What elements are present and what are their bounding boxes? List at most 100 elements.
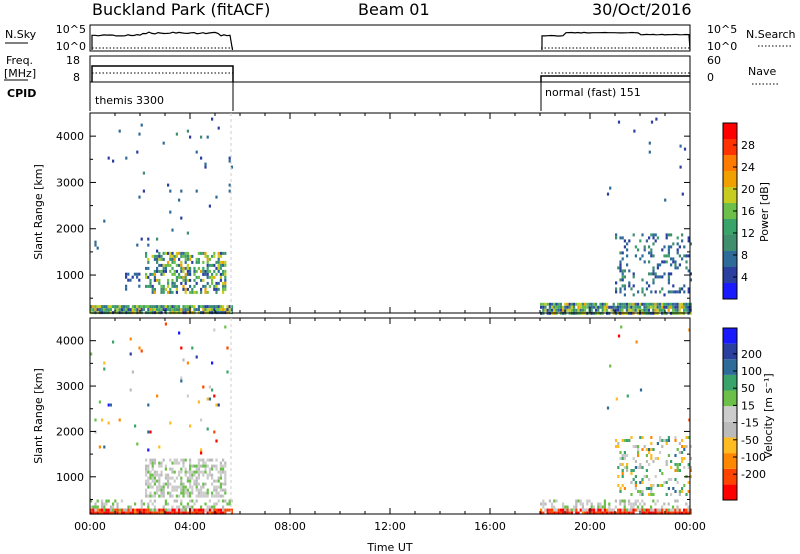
range-cell (555, 511, 558, 515)
range-cell (175, 505, 178, 509)
range-cell (579, 502, 582, 506)
range-cell (623, 508, 626, 512)
range-cell (603, 308, 606, 312)
range-cell (147, 243, 150, 247)
range-cell (601, 508, 604, 512)
range-cell (674, 454, 677, 457)
range-cell (149, 281, 152, 285)
range-cell (189, 269, 192, 273)
range-cell (195, 508, 198, 512)
range-cell (663, 481, 666, 484)
range-cell (94, 308, 97, 312)
range-cell (672, 308, 675, 312)
range-cell (195, 488, 198, 492)
range-cell (171, 508, 174, 512)
range-cell (577, 499, 580, 503)
range-cell (98, 445, 101, 449)
range-cell (672, 305, 675, 309)
range-cell (685, 260, 688, 264)
range-cell (621, 275, 624, 279)
range-cell (546, 508, 549, 512)
range-cell (564, 505, 567, 509)
range-cell (609, 186, 612, 190)
range-cell (200, 290, 203, 294)
range-cell (652, 484, 655, 487)
range-cell (182, 254, 185, 258)
range-cell (648, 236, 651, 240)
range-cell (182, 494, 185, 498)
range-cell (676, 481, 679, 484)
range-cell (217, 508, 220, 512)
range-cell (670, 257, 673, 261)
y-tick-label: 1000 (56, 269, 84, 282)
range-cell (202, 272, 205, 276)
range-cell (164, 305, 167, 309)
range-cell (202, 305, 205, 309)
range-cell (619, 511, 622, 515)
range-cell (147, 508, 150, 512)
range-cell (145, 473, 148, 477)
range-cell (215, 308, 218, 312)
range-cell (625, 511, 628, 515)
range-cell (123, 305, 126, 309)
range-cell (623, 457, 626, 460)
range-cell (687, 239, 690, 243)
velocity-y-axis-label: Slant Range [km] (32, 368, 45, 464)
range-cell (138, 346, 141, 350)
range-cell (211, 473, 214, 477)
range-cell (136, 308, 139, 312)
range-cell (125, 508, 128, 512)
range-cell (634, 487, 637, 490)
range-cell (136, 511, 139, 515)
range-cell (222, 494, 225, 498)
range-cell (184, 508, 187, 512)
range-cell (228, 189, 231, 193)
range-cell (687, 305, 690, 309)
range-cell (191, 287, 194, 291)
colorbar-segment (723, 437, 737, 454)
range-cell (125, 287, 128, 291)
range-cell (553, 308, 556, 312)
range-cell (630, 505, 633, 509)
range-cell (92, 308, 95, 312)
range-cell (138, 195, 141, 199)
range-cell (112, 508, 115, 512)
range-cell (619, 508, 622, 512)
range-cell (182, 251, 185, 255)
range-cell (661, 287, 664, 291)
range-cell (217, 476, 220, 480)
range-cell (628, 508, 631, 512)
range-cell (222, 281, 225, 285)
range-cell (608, 511, 611, 515)
range-cell (147, 494, 150, 498)
range-cell (634, 499, 637, 503)
range-cell (678, 490, 681, 493)
range-cell (156, 470, 159, 474)
range-cell (129, 352, 132, 356)
range-cell (178, 494, 181, 498)
nsky-trace-segment-1 (91, 31, 234, 51)
range-cell (551, 305, 554, 309)
range-cell (175, 488, 178, 492)
range-cell (575, 302, 578, 306)
range-cell (184, 275, 187, 279)
range-cell (597, 305, 600, 309)
range-cell (189, 278, 192, 282)
range-cell (195, 308, 198, 312)
range-cell (548, 511, 551, 515)
range-cell (676, 463, 679, 466)
range-cell (103, 508, 106, 512)
range-cell (670, 245, 673, 249)
range-cell (670, 233, 673, 237)
range-cell (178, 257, 181, 261)
range-cell (652, 242, 655, 246)
range-cell (156, 269, 159, 273)
range-cell (676, 511, 679, 515)
colorbar-segment (723, 235, 737, 251)
range-cell (186, 511, 189, 515)
colorbar-segment (723, 155, 737, 171)
range-cell (197, 476, 200, 480)
range-cell (623, 284, 626, 288)
range-cell (546, 308, 549, 312)
range-cell (167, 260, 170, 264)
